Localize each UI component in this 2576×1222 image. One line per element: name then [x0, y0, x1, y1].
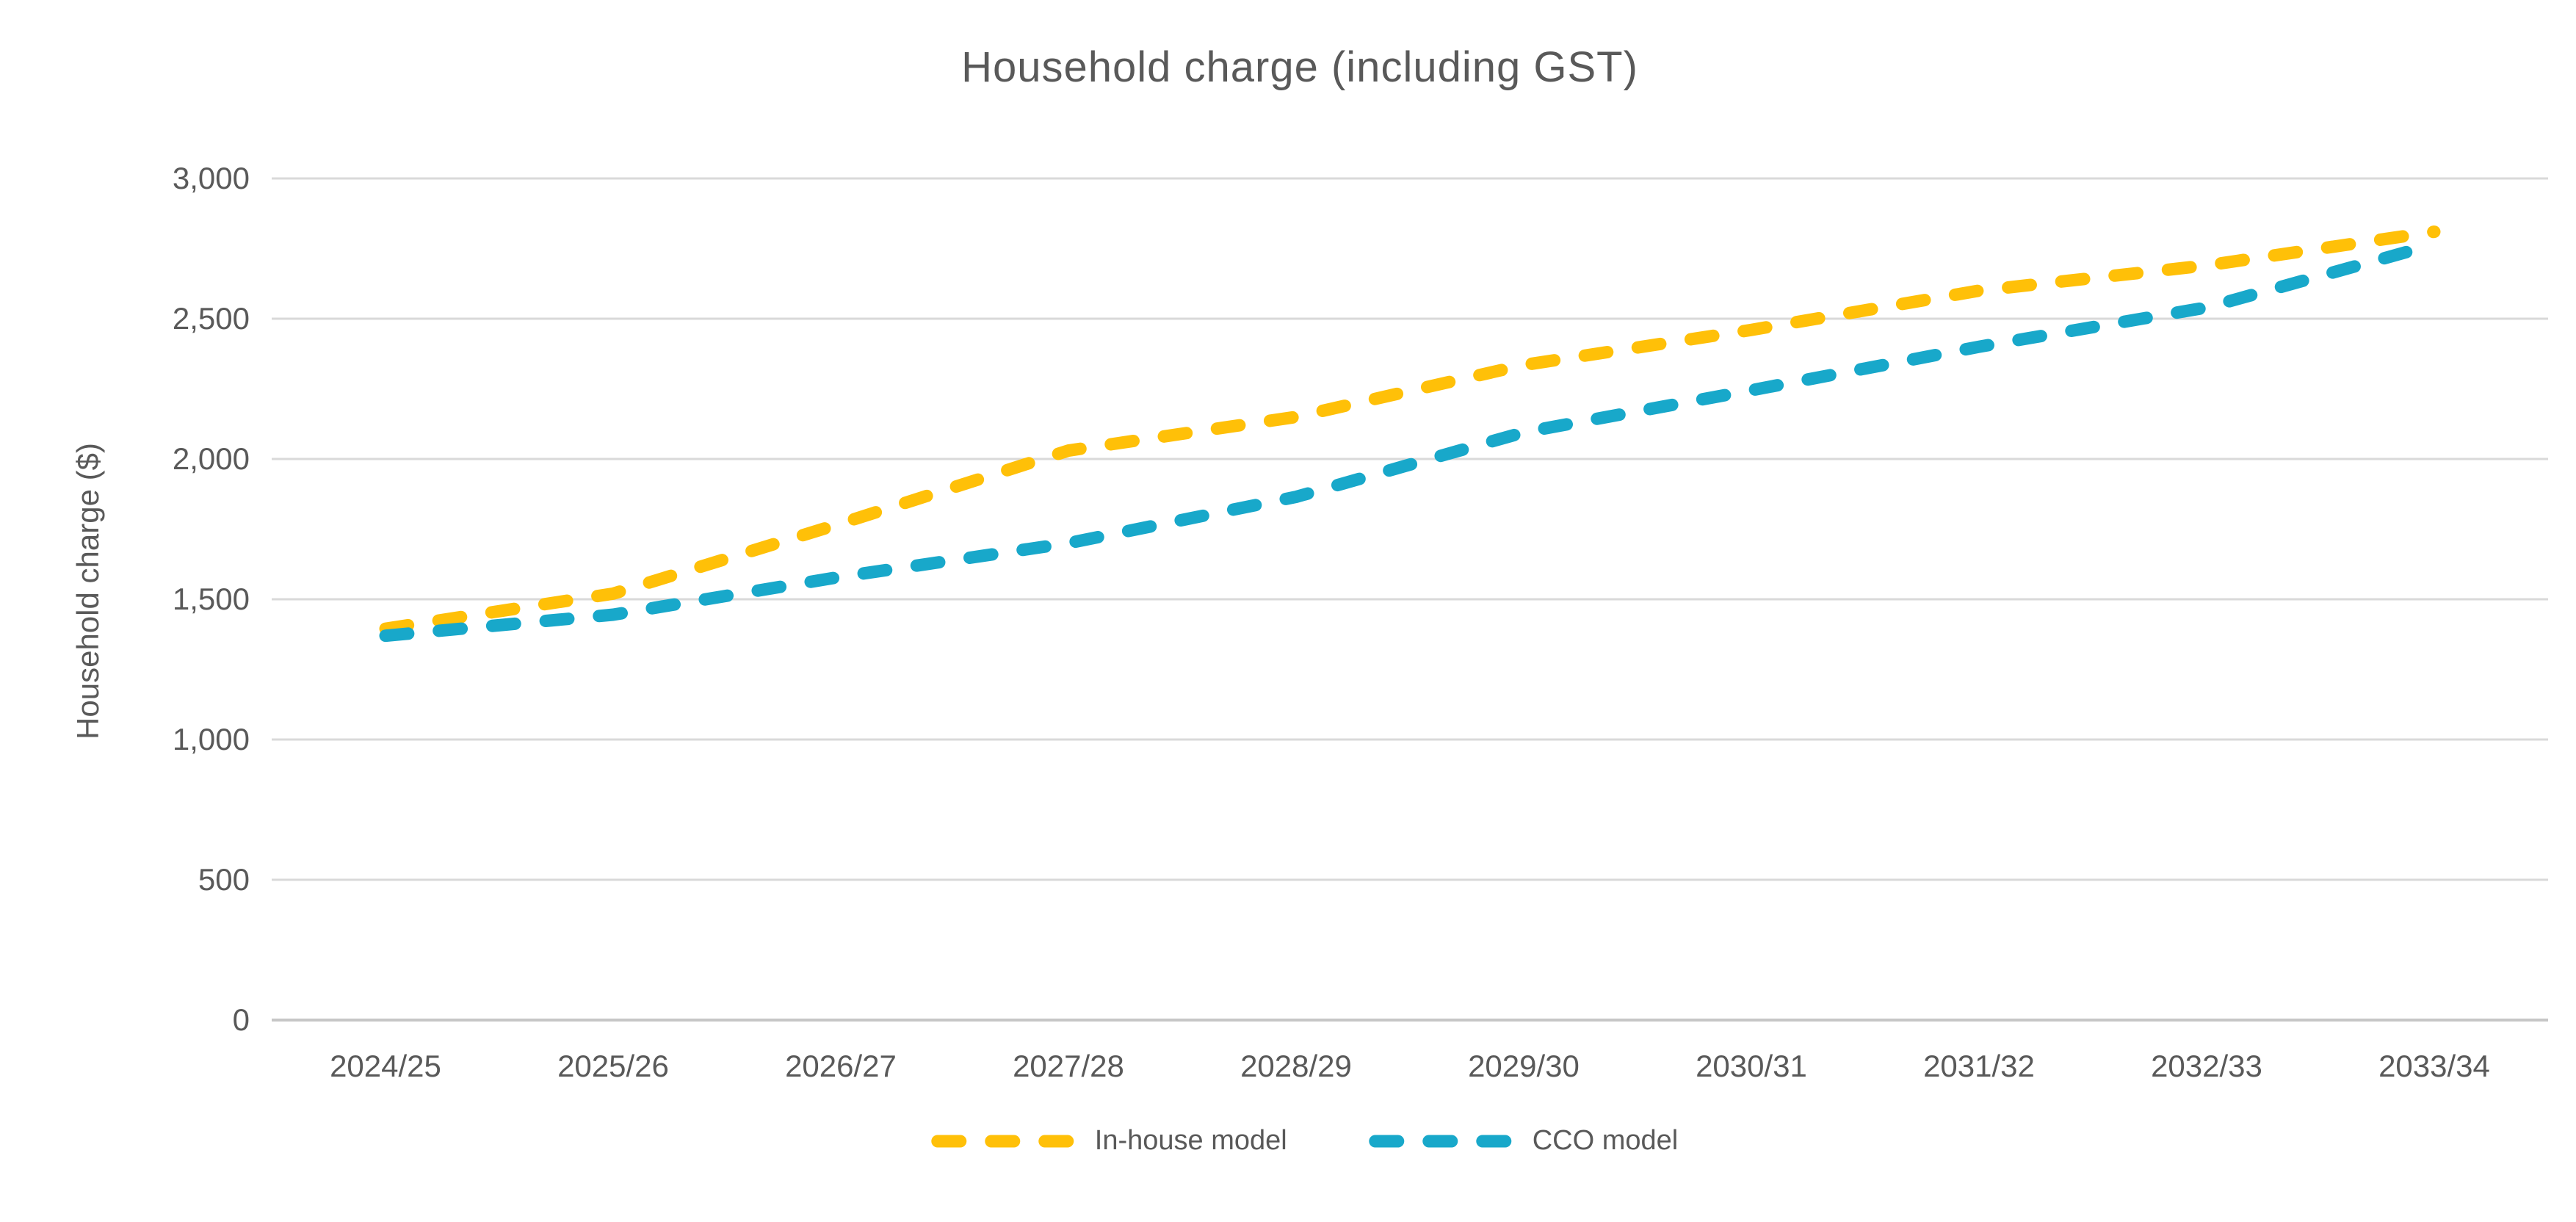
series-line-in-house-model [379, 225, 2441, 635]
series-line-cco-model [379, 238, 2441, 643]
x-tick-label: 2027/28 [1013, 1049, 1124, 1083]
chart-title: Household charge (including GST) [961, 43, 1638, 91]
legend-item-cco-model: CCO model [1368, 1125, 1679, 1157]
y-tick-label: 1,000 [172, 722, 250, 756]
x-tick-label: 2024/25 [330, 1049, 441, 1083]
x-tick-label: 2030/31 [1696, 1049, 1807, 1083]
x-tick-label: 2031/32 [1923, 1049, 2035, 1083]
legend: In-house model CCO model [930, 1125, 1678, 1157]
x-tick-label: 2029/30 [1468, 1049, 1580, 1083]
legend-dash-swatch [1369, 1135, 1514, 1147]
legend-dash-swatch [931, 1135, 1077, 1147]
y-tick-label: 2,500 [172, 301, 250, 336]
x-tick-label: 2032/33 [2151, 1049, 2262, 1083]
x-tick-label: 2033/34 [2378, 1049, 2490, 1083]
x-tick-label: 2028/29 [1240, 1049, 1352, 1083]
legend-label: CCO model [1532, 1125, 1679, 1156]
y-tick-label: 3,000 [172, 161, 250, 195]
y-tick-label: 500 [198, 862, 250, 897]
legend-item-in-house-model: In-house model [930, 1125, 1287, 1157]
x-tick-label: 2026/27 [785, 1049, 897, 1083]
y-tick-label: 0 [232, 1002, 250, 1037]
legend-label: In-house model [1094, 1125, 1287, 1156]
x-tick-label: 2025/26 [557, 1049, 669, 1083]
y-tick-label: 1,500 [172, 582, 250, 616]
y-tick-label: 2,000 [172, 441, 250, 476]
